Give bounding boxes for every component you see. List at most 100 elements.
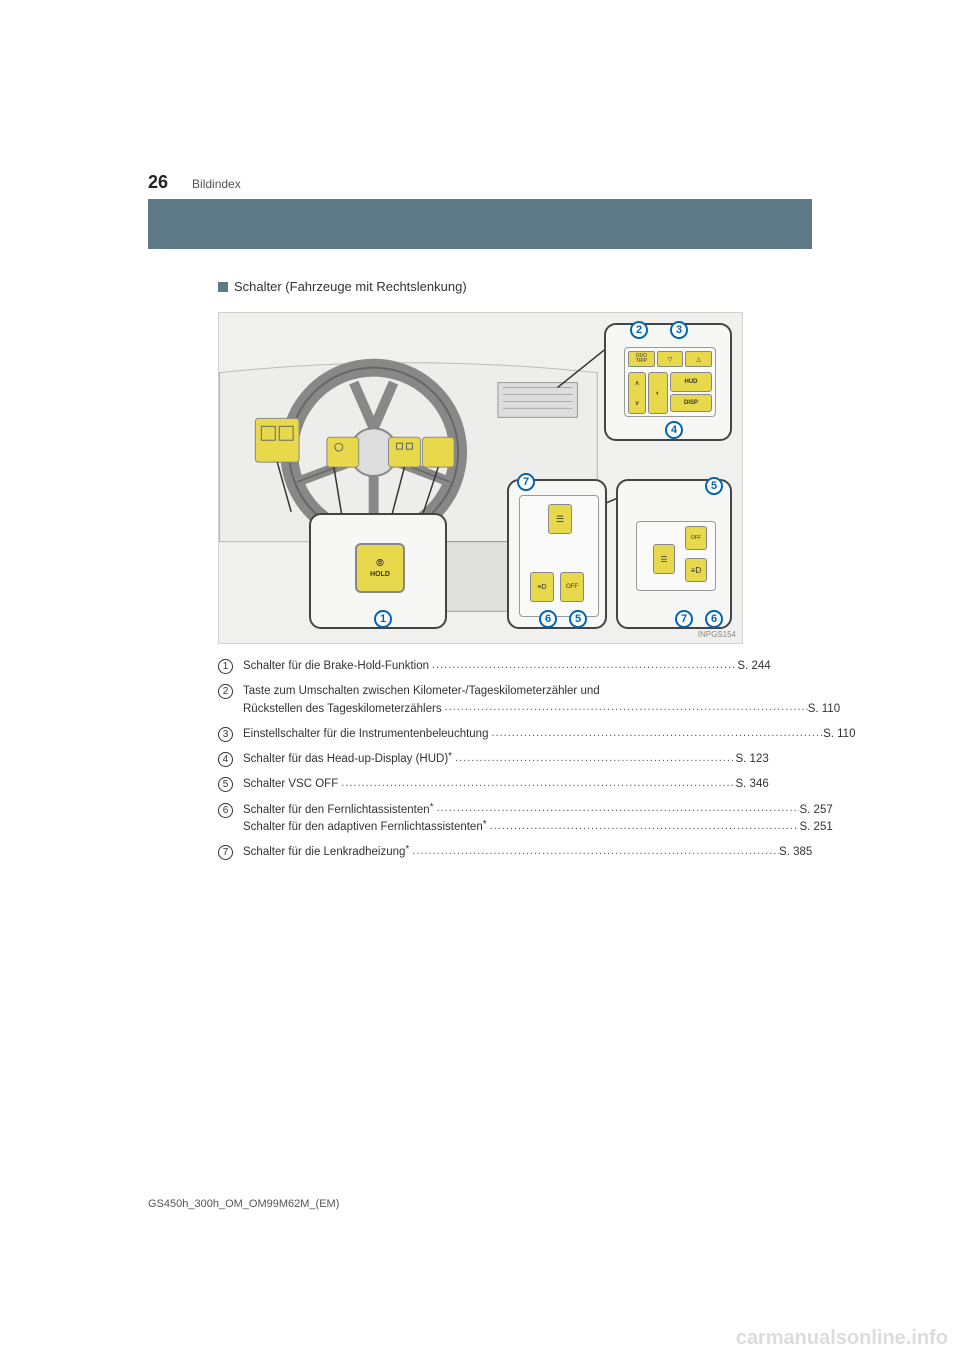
list-page-ref: S. 110 [823,726,855,743]
steering-heat-button: ☰ [548,504,572,534]
list-number: 6 [218,803,233,818]
list-line: Schalter für den Fernlichtassistenten* S.… [243,802,833,819]
chevron-up-icon: ∧ [634,379,639,387]
hud-button: HUD [670,372,712,392]
list-content: Schalter für das Head-up-Display (HUD)*S… [243,751,769,768]
callout-6: 6 [539,610,557,628]
highbeam-icon-alt: ≡D [691,566,701,575]
list-page-ref: S. 385 [779,844,812,861]
leader-dots [429,657,737,674]
right-inset: OFF ≡D ☰ [616,479,732,629]
list-page-ref: S. 123 [735,751,768,768]
list-content: Schalter für den Fernlichtassistenten* S.… [243,802,833,837]
list-text: Rückstellen des Tageskilometerzählers [243,701,442,718]
header-bar [148,199,812,249]
center-panel: ☰ ≡D OFF [519,495,599,617]
switch-list: 1Schalter für die Brake-Hold-FunktionS. … [218,658,743,861]
hud-contrast-rocker: ◐ [648,372,668,414]
list-content: Schalter VSC OFF S. 346 [243,776,769,793]
brightness-up-icon: △ [685,351,712,367]
list-text: Schalter für den Fernlichtassistenten* [243,802,434,819]
callout-3: 3 [670,321,688,339]
callout-5: 5 [569,610,587,628]
list-number: 5 [218,777,233,792]
list-number: 4 [218,752,233,767]
list-content: Einstellschalter für die Instrumentenbel… [243,726,855,743]
right-panel: OFF ≡D ☰ [636,521,716,591]
list-line: Schalter für den adaptiven Fernlichtassi… [243,819,833,836]
chevron-down-icon: ∨ [634,399,639,407]
list-item-5: 5Schalter VSC OFFS. 346 [218,776,743,793]
section-title: Schalter (Fahrzeuge mit Rechtslenkung) [218,279,742,294]
leader-dots [487,818,800,835]
brake-hold-label: HOLD [370,571,390,578]
list-item-2: 2 Taste zum Umschalten zwischen Kilometer… [218,683,743,718]
center-inset: ☰ ≡D OFF [507,479,607,629]
list-item-1: 1Schalter für die Brake-Hold-FunktionS. … [218,658,743,675]
disp-button: DISP [670,394,712,412]
section-title-text: Schalter (Fahrzeuge mit Rechtslenkung) [234,279,467,294]
list-number: 2 [218,684,233,699]
brake-hold-icon: ⦾ [376,558,384,569]
callout-7: 7 [675,610,693,628]
list-item-3: 3Einstellschalter für die Instrumentenbe… [218,726,743,743]
section-name: Bildindex [192,177,241,191]
list-content: Schalter für die Brake-Hold-Funktion S. 2… [243,658,771,675]
highbeam-assist-button: ≡D [530,572,554,602]
list-line: Taste zum Umschalten zwischen Kilometer-… [243,683,840,700]
steering-heat-button-alt: ☰ [653,544,675,574]
vsc-off-button-alt: OFF [685,526,707,550]
list-line: Schalter für die Lenkradheizung* S. 385 [243,844,812,861]
list-item-7: 7Schalter für die Lenkradheizung*S. 385 [218,844,743,861]
list-page-ref: S. 346 [735,776,768,793]
section-marker-icon [218,282,228,292]
watermark: carmanualsonline.info [736,1327,948,1350]
callout-1: 1 [374,610,392,628]
vsc-off-icon-alt: OFF [691,535,701,541]
list-content: Schalter für die Lenkradheizung* S. 385 [243,844,812,861]
list-number: 1 [218,659,233,674]
callout-5: 5 [705,477,723,495]
list-number: 7 [218,845,233,860]
document-code: GS450h_300h_OM_OM99M62M_(EM) [148,1198,339,1210]
leader-dots [409,843,779,860]
odo-trip-button: ODO TRIP [628,351,655,367]
list-text: Schalter für die Brake-Hold-Funktion [243,658,429,675]
leader-dots [452,750,735,767]
callout-4: 4 [665,421,683,439]
page-number: 26 [148,172,168,193]
list-page-ref: S. 257 [799,802,832,819]
brightness-down-icon: ▽ [657,351,684,367]
list-line: Schalter für die Brake-Hold-Funktion S. 2… [243,658,771,675]
hud-panel: ODO TRIP ▽ △ ∧ ∨ ◐ HUD [624,347,716,417]
leader-dots [434,800,800,817]
steering-heat-icon: ☰ [556,514,564,525]
vsc-off-button: OFF [560,572,584,602]
callout-7: 7 [517,473,535,491]
list-line: Schalter für das Head-up-Display (HUD)*S… [243,751,769,768]
list-content: Taste zum Umschalten zwischen Kilometer-… [243,683,840,718]
list-line: Schalter VSC OFF S. 346 [243,776,769,793]
list-item-4: 4Schalter für das Head-up-Display (HUD)*… [218,751,743,768]
steering-heat-icon-alt: ☰ [660,555,667,564]
contrast-icon: ◐ [656,390,660,397]
list-item-6: 6 Schalter für den Fernlichtassistenten*S… [218,802,743,837]
diagram-code: INPGS154 [698,630,736,639]
callout-6: 6 [705,610,723,628]
list-text: Taste zum Umschalten zwischen Kilometer-… [243,683,600,700]
list-text: Schalter VSC OFF [243,776,338,793]
switch-diagram: ODO TRIP ▽ △ ∧ ∨ ◐ HUD [218,312,743,644]
list-page-ref: S. 251 [799,819,832,836]
leader-dots [442,699,808,716]
list-text: Schalter für die Lenkradheizung* [243,844,409,861]
highbeam-button-alt: ≡D [685,558,707,582]
list-text: Schalter für den adaptiven Fernlichtassi… [243,819,487,836]
brake-hold-button: ⦾ HOLD [355,543,405,593]
list-page-ref: S. 110 [808,701,840,718]
hud-rocker: ∧ ∨ [628,372,646,414]
list-number: 3 [218,727,233,742]
page-header: 26 Bildindex [148,172,812,193]
vsc-off-icon: OFF [566,584,578,590]
leader-dots [488,725,823,742]
list-page-ref: S. 244 [737,658,770,675]
